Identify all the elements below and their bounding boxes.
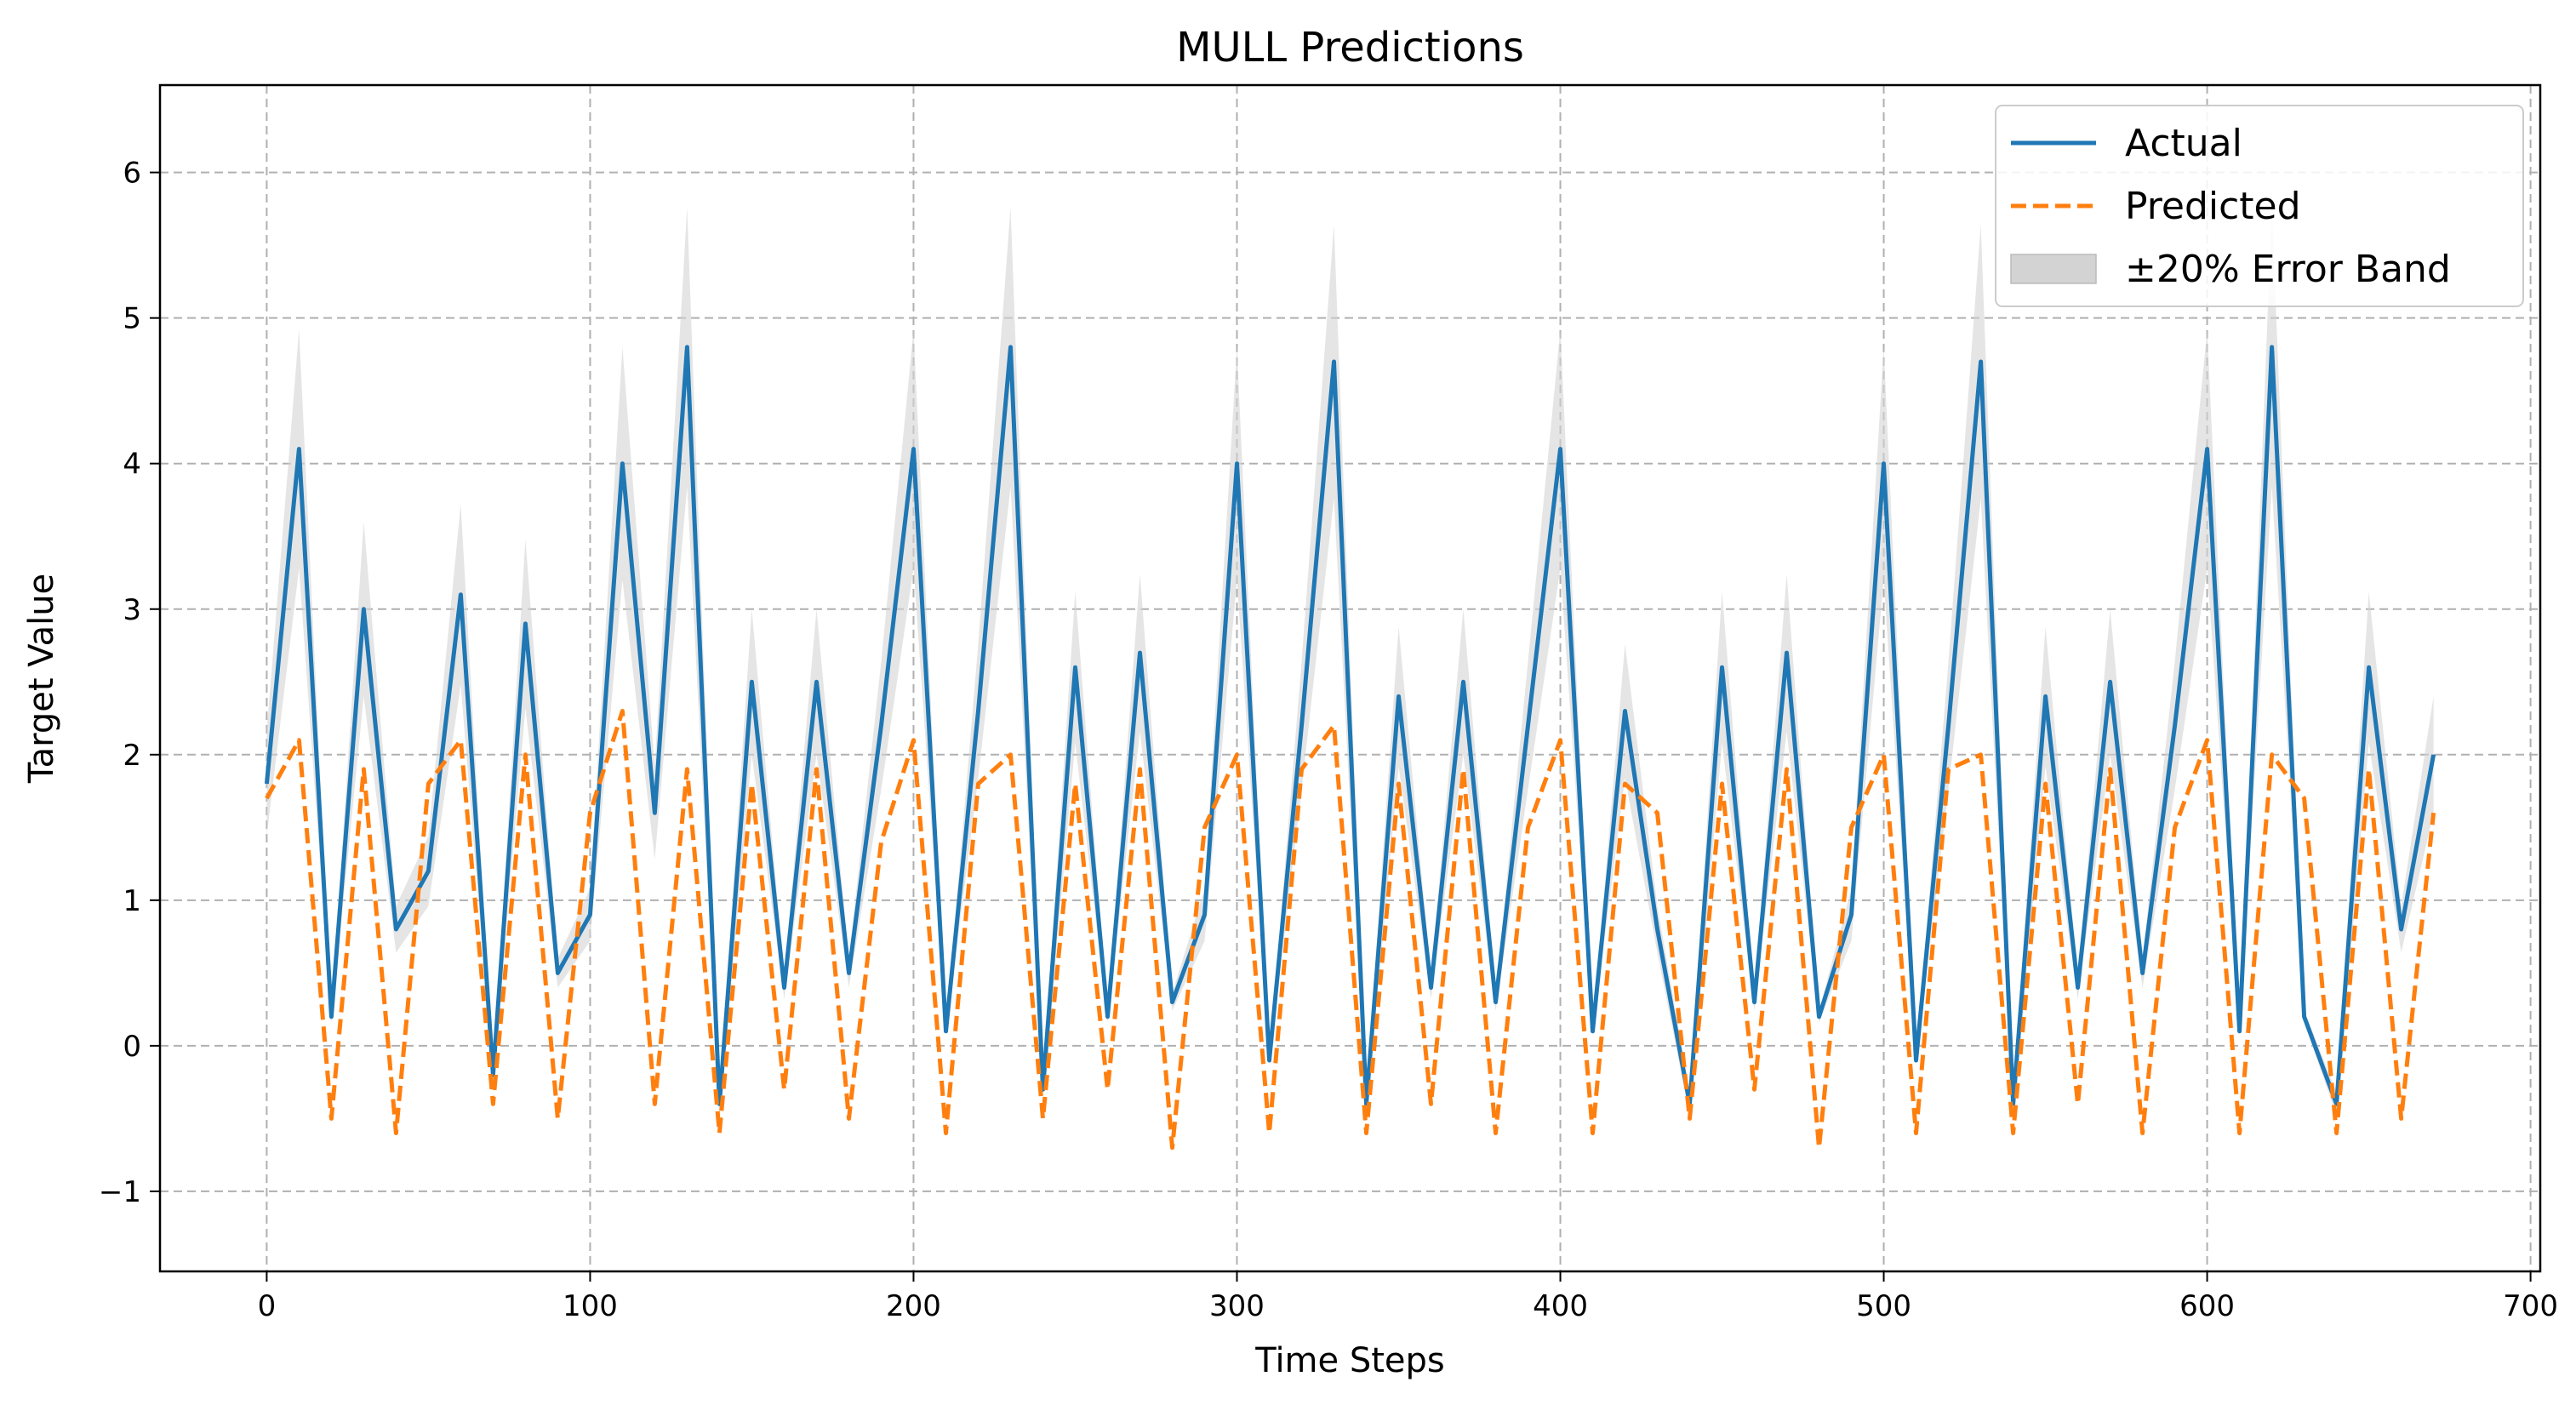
series-actual-line [264, 345, 2436, 1106]
y-axis-title: Target Value [22, 574, 61, 784]
y-tick-label: 3 [123, 593, 141, 627]
plot-frame [158, 83, 2542, 1273]
x-tick-label: 500 [1856, 1289, 1911, 1323]
y-tick-label: 4 [123, 448, 141, 482]
x-axis-title: Time Steps [1254, 1341, 1445, 1380]
legend: Actual Predicted ±20% Error Band [1995, 105, 2524, 307]
legend-band-label: ±20% Error Band [2125, 248, 2451, 291]
error-band [266, 207, 2434, 1117]
series-lines [264, 345, 2436, 1151]
legend-band-swatch [2010, 254, 2097, 284]
error-band-area [266, 207, 2434, 1117]
axis-ticks: 0 100 200 300 400 500 600 700 −1 0 1 2 3 4 5 6 [99, 157, 2558, 1323]
y-tick-label: 6 [123, 157, 141, 191]
series-predicted-line [265, 709, 2436, 1151]
y-tick-label: −1 [99, 1175, 141, 1209]
x-tick-label: 400 [1533, 1289, 1588, 1323]
x-tick-label: 300 [1209, 1289, 1265, 1323]
chart-title: MULL Predictions [1176, 24, 1524, 71]
x-tick-label: 0 [258, 1289, 277, 1323]
legend-actual-label: Actual [2125, 122, 2242, 165]
y-tick-label: 5 [123, 302, 141, 336]
legend-predicted-label: Predicted [2125, 185, 2301, 228]
y-tick-label: 1 [123, 884, 141, 918]
x-tick-label: 200 [886, 1289, 941, 1323]
y-tick-label: 0 [123, 1030, 141, 1064]
y-tick-label: 2 [123, 739, 141, 773]
x-tick-label: 700 [2503, 1289, 2558, 1323]
legend-box [1995, 105, 2524, 307]
x-tick-label: 100 [563, 1289, 618, 1323]
x-tick-label: 600 [2179, 1289, 2235, 1323]
